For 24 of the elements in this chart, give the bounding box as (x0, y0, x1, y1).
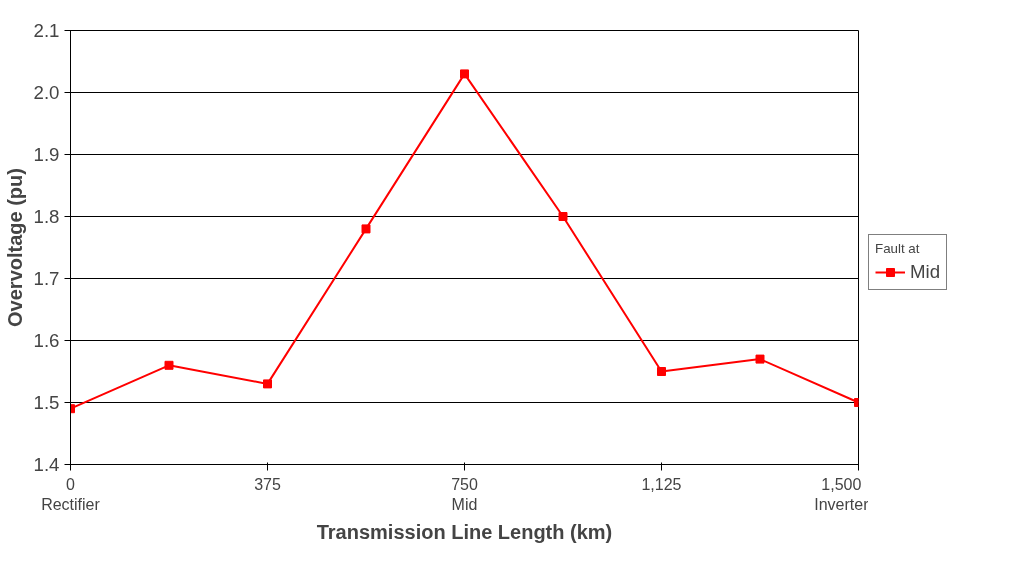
point (657, 367, 666, 376)
y-tick-label: 1.7 (33, 268, 60, 289)
point (460, 69, 469, 79)
point (558, 212, 568, 221)
point (361, 224, 371, 234)
legend-title: Fault at (875, 240, 921, 256)
point (755, 354, 765, 364)
x-tick-label: 750 Mid (451, 475, 478, 513)
y-tick-label: 1.8 (33, 206, 60, 227)
x-tick-label: 375 (254, 475, 281, 493)
y-tick-label: 2.0 (33, 82, 60, 103)
x-tick-label: 1,500 Inverter (814, 475, 870, 513)
y-tick-label: 1.6 (33, 330, 60, 351)
x-tick-label: 1,125 (641, 475, 682, 493)
y-axis-title: Overvoltage (pu) (3, 168, 26, 327)
y-tick-label: 1.9 (33, 144, 60, 165)
point (263, 379, 272, 389)
y-tick-label: 1.4 (33, 454, 60, 475)
y-tick-label: 1.5 (33, 392, 60, 413)
x-tick-label: 0 Rectifier (41, 475, 101, 513)
y-tick-label: 2.1 (33, 20, 60, 41)
x-axis-title: Transmission Line Length (km) (316, 520, 613, 543)
point (164, 360, 174, 370)
legend-label: Mid (910, 260, 941, 283)
